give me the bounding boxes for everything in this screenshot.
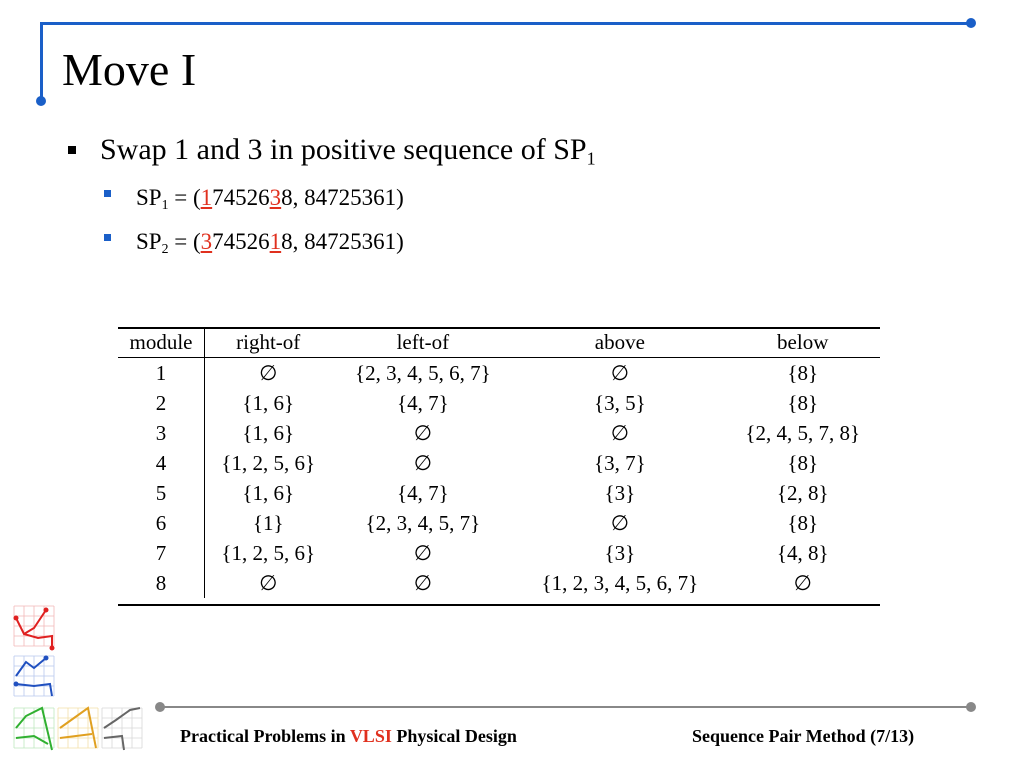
header-module: module [118,327,205,358]
frame-dot-icon [36,96,46,106]
main-bullet-subscript: 1 [586,148,596,169]
relations-table: module right-of left-of above below 1 ∅ {2… [118,327,880,598]
frame-top-line [40,22,972,25]
table-row: 3 {1, 6} ∅ ∅ {2, 4, 5, 7, 8} [118,418,880,448]
subbullet-square-icon [104,234,111,241]
main-bullet-text: Swap 1 and 3 in positive sequence of SP [100,133,587,166]
footer-text: Practical Problems in [180,726,350,746]
table-cell-left-of: {2, 3, 4, 5, 6, 7} [355,360,491,385]
sp-label: SP [136,185,162,210]
bullet-square-icon [68,146,76,154]
footer-vlsi: VLSI [349,726,392,746]
table-cell-module: 4 [118,448,205,478]
table-row: 6 {1} {2, 3, 4, 5, 7} ∅ {8} [118,508,880,538]
table-cell-above: ∅ [610,420,629,445]
table-cell-left-of: ∅ [413,570,432,595]
footer-dot-icon [155,702,165,712]
sp-suffix: 8, 84725361) [281,229,404,254]
table-cell-left-of: ∅ [413,420,432,445]
slide-title: Move I [62,44,197,95]
table-row: 7 {1, 2, 5, 6} ∅ {3} {4, 8} [118,538,880,568]
header-above: above [514,327,726,358]
table-cell-right-of: {1} [252,510,284,535]
subbullet-square-icon [104,190,111,197]
header-right-of: right-of [204,327,332,358]
table-header-row: module right-of left-of above below [118,327,880,358]
sp-highlight-second: 1 [269,229,282,254]
sp-middle: 74526 [212,229,270,254]
frame-dot-icon [966,18,976,28]
table-cell-right-of: ∅ [259,360,278,385]
table-cell-right-of: {1, 6} [242,480,295,505]
sp-subscript: 2 [161,241,169,257]
footer-course-title: Practical Problems in VLSI Physical Desi… [180,726,517,747]
table-cell-above: ∅ [610,360,629,385]
table-cell-right-of: {1, 6} [242,420,295,445]
table-cell-right-of: {1, 2, 5, 6} [221,450,316,475]
frame-vertical-line [40,24,43,102]
table-cell-below: {2, 4, 5, 7, 8} [745,420,861,445]
table-cell-below: {8} [787,390,819,415]
table-cell-module: 5 [118,478,205,508]
sp-label: SP [136,229,162,254]
sp-highlight-first: 3 [200,229,213,254]
sp-prefix: = ( [168,229,201,254]
sp-highlight-first: 1 [200,185,213,210]
table-cell-below: {8} [787,450,819,475]
table-cell-above: {1, 2, 3, 4, 5, 6, 7} [541,570,699,595]
table-cell-above: {3, 5} [594,390,646,415]
logo-circuit-icon [13,605,143,751]
footer-text: Physical Design [391,726,517,746]
table-cell-below: ∅ [793,570,812,595]
table-cell-left-of: ∅ [413,540,432,565]
table-cell-above: ∅ [610,510,629,535]
sp-prefix: = ( [168,185,201,210]
table-cell-right-of: ∅ [259,570,278,595]
sp-highlight-second: 3 [269,185,282,210]
table-cell-below: {8} [787,510,819,535]
table-row: 1 ∅ {2, 3, 4, 5, 6, 7} ∅ {8} [118,357,880,388]
table-row: 2 {1, 6} {4, 7} {3, 5} {8} [118,388,880,418]
sp-subscript: 1 [161,197,169,213]
footer-dot-icon [966,702,976,712]
table-cell-module: 7 [118,538,205,568]
table-cell-below: {4, 8} [776,540,829,565]
table-cell-left-of: {4, 7} [397,480,449,505]
sp-middle: 74526 [212,185,270,210]
table-cell-right-of: {1, 6} [242,390,295,415]
header-below: below [725,327,880,358]
sp-suffix: 8, 84725361) [281,185,404,210]
table-cell-module: 6 [118,508,205,538]
table-row: 4 {1, 2, 5, 6} ∅ {3, 7} {8} [118,448,880,478]
table-row: 5 {1, 6} {4, 7} {3} {2, 8} [118,478,880,508]
table-cell-above: {3, 7} [594,450,646,475]
table-cell-right-of: {1, 2, 5, 6} [221,540,316,565]
table-cell-above: {3} [604,480,636,505]
table-cell-module: 2 [118,388,205,418]
table-cell-left-of: {2, 3, 4, 5, 7} [365,510,481,535]
table-row: 8 ∅ ∅ {1, 2, 3, 4, 5, 6, 7} ∅ [118,568,880,598]
table-bottom-rule [118,604,880,606]
footer-section: Sequence Pair Method (7/13) [692,726,915,746]
table-cell-below: {8} [787,360,819,385]
table-cell-left-of: ∅ [413,450,432,475]
header-left-of: left-of [331,327,515,358]
table-cell-module: 8 [118,568,205,598]
subbullet-sp2: SP2 = (37452618, 84725361) [136,228,404,256]
table-cell-below: {2, 8} [776,480,829,505]
table-cell-module: 3 [118,418,205,448]
footer-rule [160,706,972,708]
table-cell-module: 1 [118,357,205,388]
main-bullet: Swap 1 and 3 in positive sequence of SP1 [100,132,596,168]
table-cell-above: {3} [604,540,636,565]
table-cell-left-of: {4, 7} [397,390,449,415]
subbullet-sp1: SP1 = (17452638, 84725361) [136,184,404,212]
